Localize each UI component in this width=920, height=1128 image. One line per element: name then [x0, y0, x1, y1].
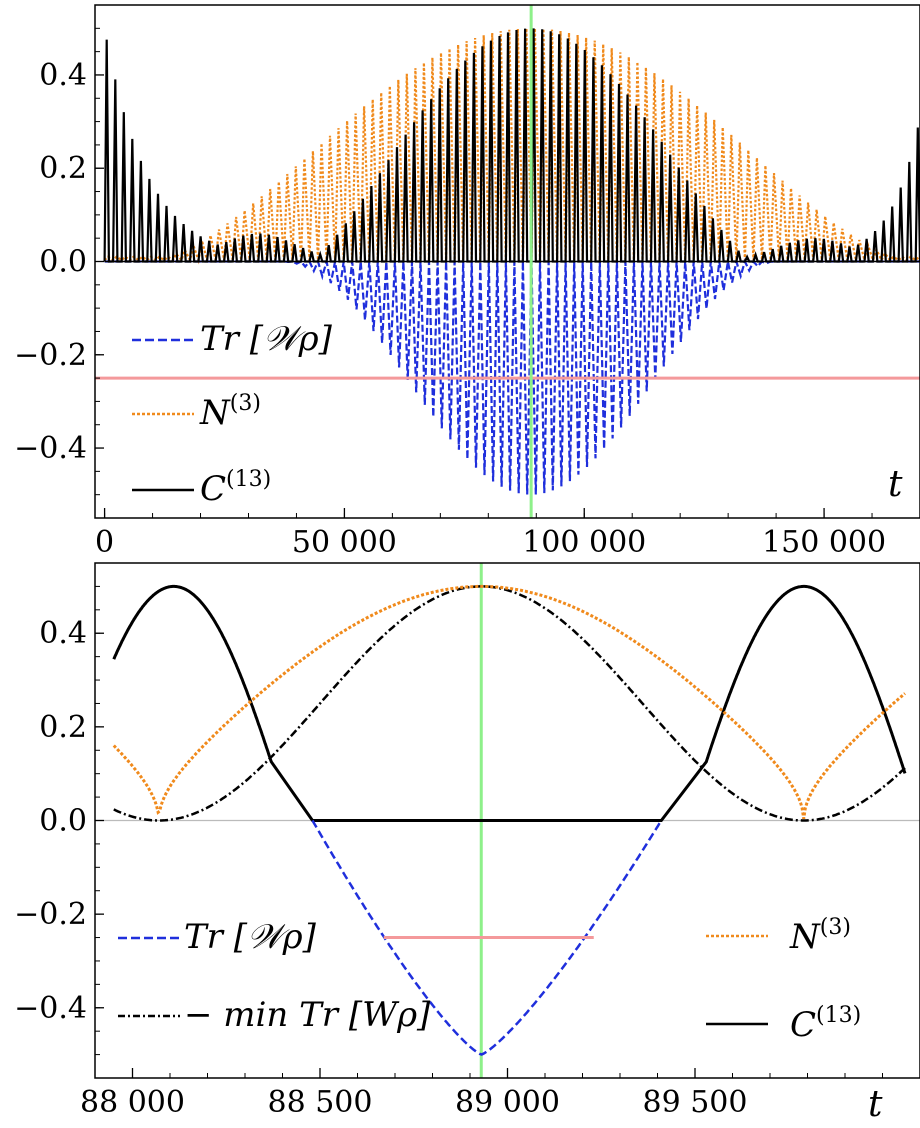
- top-xtick-label: 150 000: [762, 525, 886, 560]
- bottom-legend-label-concurrence: C(13): [790, 1003, 861, 1045]
- bottom-x-axis-label: t: [868, 1084, 883, 1125]
- top-ytick-label: 0.4: [39, 58, 87, 93]
- bottom-xtick-label: 88 500: [268, 1085, 373, 1120]
- bottom-ytick-label: 0.2: [39, 710, 87, 745]
- bottom-ytick-label: 0.0: [39, 804, 87, 839]
- top-ytick-label: −0.4: [14, 431, 87, 466]
- bottom-axis-ticks: −0.4 −0.2 0.0 0.2 0.4 88 000 88 500 89 000 89 50…: [14, 562, 920, 1120]
- bottom-ytick-label: −0.2: [14, 897, 87, 932]
- top-legend-label-witness: Tr [𝒲ρ]: [200, 319, 333, 359]
- top-legend-label-concurrence: C(13): [200, 467, 271, 509]
- bottom-xtick-label: 89 000: [455, 1085, 560, 1120]
- top-series-negativity: [103, 28, 920, 265]
- bottom-legend-left: Tr [𝒲ρ] − min Tr [Wρ]: [118, 917, 431, 1035]
- top-legend: Tr [𝒲ρ] N(3) C(13): [132, 319, 333, 509]
- bottom-legend-label-witness: Tr [𝒲ρ]: [184, 917, 317, 957]
- top-x-axis-label: t: [888, 464, 903, 505]
- bottom-ytick-label: −0.4: [14, 991, 87, 1026]
- top-ytick-label: −0.2: [14, 338, 87, 373]
- top-legend-label-negativity: N(3): [199, 391, 261, 433]
- bottom-xtick-label: 88 000: [80, 1085, 185, 1120]
- bottom-series-min-witness-helper: [114, 586, 905, 820]
- bottom-series-min-witness: [113, 585, 906, 822]
- bottom-panel: −0.4 −0.2 0.0 0.2 0.4 88 000 88 500 89 000 89 50…: [14, 562, 920, 1125]
- top-reference-lines: [95, 5, 920, 518]
- top-ytick-label: 0.0: [39, 245, 87, 280]
- top-panel: −0.4 −0.2 0.0 0.2 0.4 0 50 000 100 000 150 000 t…: [14, 4, 920, 560]
- top-xtick-label: 100 000: [522, 525, 646, 560]
- bottom-series-witness: [311, 819, 663, 1056]
- bottom-series-negativity: [112, 584, 906, 820]
- top-ytick-label: 0.2: [39, 151, 87, 186]
- top-xtick-label: 0: [95, 525, 114, 560]
- bottom-curves: [112, 584, 907, 1056]
- bottom-ytick-label: 0.4: [39, 616, 87, 651]
- top-axis-ticks: −0.4 −0.2 0.0 0.2 0.4 0 50 000 100 000 150 000: [14, 4, 920, 560]
- top-xtick-label: 50 000: [292, 525, 397, 560]
- bottom-series-concurrence: [112, 584, 907, 822]
- bottom-legend-label-min-witness: − min Tr [Wρ]: [184, 995, 431, 1035]
- bottom-legend-label-negativity: N(3): [789, 915, 851, 957]
- bottom-xtick-label: 89 500: [643, 1085, 748, 1120]
- bottom-legend-right: N(3) C(13): [706, 915, 861, 1045]
